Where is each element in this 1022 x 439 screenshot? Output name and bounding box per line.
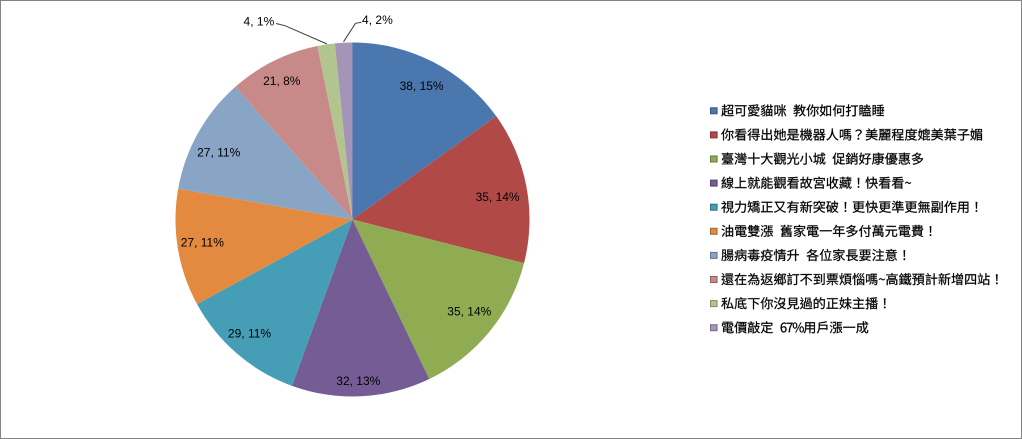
svg-text:27, 11%: 27, 11% — [197, 146, 240, 160]
svg-text:21, 8%: 21, 8% — [263, 74, 301, 88]
svg-text:4, 2%: 4, 2% — [362, 13, 393, 27]
svg-text:38, 15%: 38, 15% — [400, 79, 444, 93]
svg-text:4, 1%: 4, 1% — [244, 15, 275, 29]
svg-text:32, 13%: 32, 13% — [336, 374, 380, 388]
svg-text:27, 11%: 27, 11% — [181, 236, 224, 250]
svg-text:29, 11%: 29, 11% — [228, 326, 271, 340]
svg-text:35, 14%: 35, 14% — [476, 190, 520, 204]
svg-text:35, 14%: 35, 14% — [447, 304, 491, 318]
